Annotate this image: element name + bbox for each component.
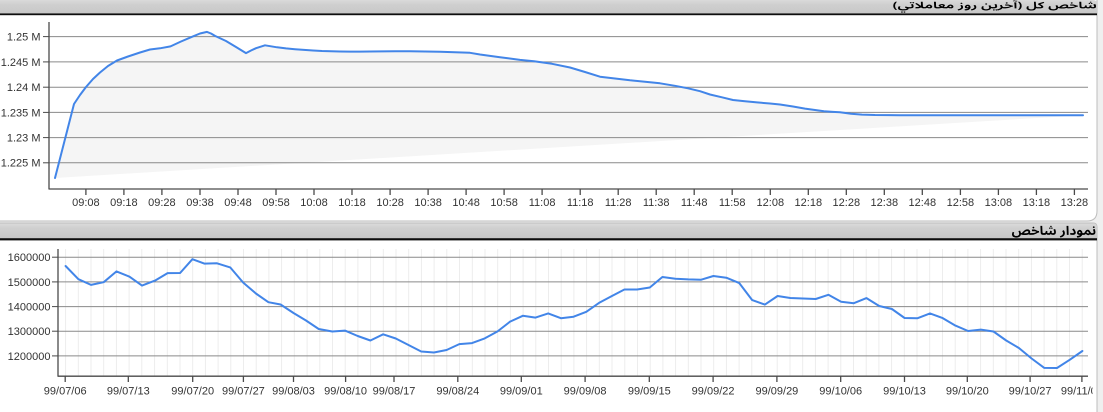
svg-text:99/09/08: 99/09/08 bbox=[564, 386, 607, 398]
svg-text:99/07/13: 99/07/13 bbox=[107, 386, 150, 398]
svg-text:1300000: 1300000 bbox=[8, 326, 51, 338]
svg-text:10:38: 10:38 bbox=[414, 197, 442, 209]
svg-text:10:18: 10:18 bbox=[338, 197, 366, 209]
svg-text:12:18: 12:18 bbox=[795, 197, 823, 209]
svg-text:11:38: 11:38 bbox=[643, 197, 670, 209]
svg-text:99/08/24: 99/08/24 bbox=[436, 386, 479, 398]
svg-text:1400000: 1400000 bbox=[8, 302, 51, 314]
svg-text:1.245 M: 1.245 M bbox=[1, 57, 41, 69]
svg-text:11:58: 11:58 bbox=[719, 197, 746, 209]
svg-text:99/07/20: 99/07/20 bbox=[171, 386, 214, 398]
svg-text:99/11/04: 99/11/04 bbox=[1061, 386, 1103, 398]
svg-text:99/10/27: 99/10/27 bbox=[1009, 386, 1052, 398]
svg-text:1.25 M: 1.25 M bbox=[7, 32, 41, 44]
svg-text:12:08: 12:08 bbox=[757, 197, 785, 209]
svg-text:99/08/03: 99/08/03 bbox=[272, 386, 315, 398]
svg-text:09:38: 09:38 bbox=[186, 197, 214, 209]
svg-text:99/09/15: 99/09/15 bbox=[628, 386, 671, 398]
svg-text:1.225 M: 1.225 M bbox=[1, 158, 41, 170]
svg-text:09:18: 09:18 bbox=[110, 197, 138, 209]
svg-text:12:48: 12:48 bbox=[909, 197, 937, 209]
svg-text:99/08/17: 99/08/17 bbox=[373, 386, 416, 398]
svg-text:11:48: 11:48 bbox=[681, 197, 708, 209]
svg-text:13:28: 13:28 bbox=[1061, 197, 1089, 209]
svg-text:11:18: 11:18 bbox=[567, 197, 594, 209]
svg-text:1.24 M: 1.24 M bbox=[7, 82, 41, 94]
svg-text:99/07/27: 99/07/27 bbox=[222, 386, 265, 398]
svg-text:13:18: 13:18 bbox=[1023, 197, 1051, 209]
svg-text:11:28: 11:28 bbox=[605, 197, 632, 209]
svg-text:99/10/06: 99/10/06 bbox=[819, 386, 862, 398]
svg-text:11:08: 11:08 bbox=[529, 197, 556, 209]
svg-text:09:58: 09:58 bbox=[262, 197, 290, 209]
svg-text:1.235 M: 1.235 M bbox=[1, 107, 41, 119]
svg-text:1200000: 1200000 bbox=[8, 351, 51, 363]
svg-text:99/09/01: 99/09/01 bbox=[500, 386, 543, 398]
svg-text:99/09/29: 99/09/29 bbox=[755, 386, 798, 398]
svg-text:09:48: 09:48 bbox=[224, 197, 252, 209]
svg-text:12:28: 12:28 bbox=[833, 197, 861, 209]
svg-text:10:48: 10:48 bbox=[452, 197, 480, 209]
svg-text:1500000: 1500000 bbox=[8, 277, 51, 289]
svg-text:09:28: 09:28 bbox=[148, 197, 176, 209]
svg-text:99/07/06: 99/07/06 bbox=[44, 386, 87, 398]
svg-text:1.23 M: 1.23 M bbox=[7, 133, 41, 145]
svg-text:10:58: 10:58 bbox=[490, 197, 518, 209]
svg-text:1600000: 1600000 bbox=[8, 252, 51, 264]
svg-text:99/10/20: 99/10/20 bbox=[946, 386, 989, 398]
svg-text:99/10/13: 99/10/13 bbox=[883, 386, 926, 398]
svg-text:10:28: 10:28 bbox=[376, 197, 404, 209]
svg-text:13:08: 13:08 bbox=[985, 197, 1013, 209]
svg-text:10:08: 10:08 bbox=[300, 197, 328, 209]
svg-text:99/09/22: 99/09/22 bbox=[692, 386, 735, 398]
svg-text:12:38: 12:38 bbox=[871, 197, 899, 209]
svg-text:09:08: 09:08 bbox=[72, 197, 100, 209]
svg-text:99/08/10: 99/08/10 bbox=[324, 386, 367, 398]
svg-text:12:58: 12:58 bbox=[947, 197, 975, 209]
